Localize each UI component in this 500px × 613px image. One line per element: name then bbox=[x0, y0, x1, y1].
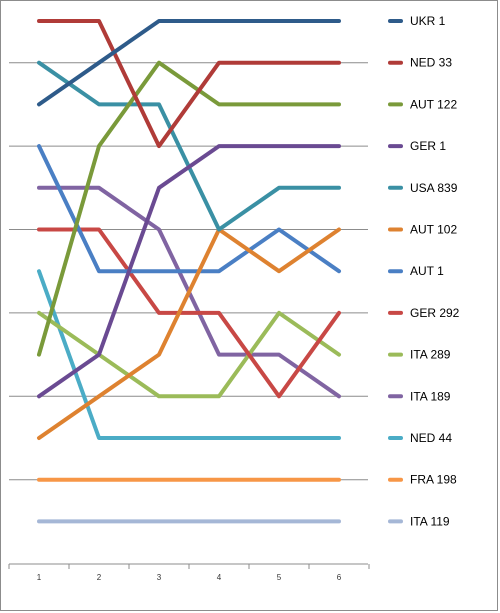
series-line bbox=[37, 144, 341, 274]
series-line bbox=[37, 19, 341, 107]
legend-label: AUT 102 bbox=[410, 223, 457, 237]
legend-label: UKR 1 bbox=[410, 14, 446, 28]
series-line bbox=[37, 269, 341, 440]
legend-label: AUT 122 bbox=[410, 97, 457, 111]
x-tick-label: 5 bbox=[277, 573, 282, 582]
legend-label: ITA 189 bbox=[410, 389, 451, 403]
x-tick-label: 2 bbox=[97, 573, 102, 582]
series-lines bbox=[37, 19, 341, 524]
legend-label: AUT 1 bbox=[410, 264, 444, 278]
x-tick-label: 3 bbox=[157, 573, 162, 582]
legend-label: FRA 198 bbox=[410, 473, 457, 487]
legend-label: NED 44 bbox=[410, 431, 452, 445]
x-tick-label: 1 bbox=[37, 573, 42, 582]
series-line bbox=[37, 19, 341, 149]
legend-label: ITA 119 bbox=[410, 514, 450, 528]
legend-label: NED 33 bbox=[410, 56, 452, 70]
legend-label: USA 839 bbox=[410, 181, 458, 195]
series-line bbox=[37, 144, 341, 399]
x-tick-label: 6 bbox=[337, 573, 342, 582]
legend-label: GER 1 bbox=[410, 139, 446, 153]
x-axis: 1 2 3 4 5 6 bbox=[8, 563, 370, 582]
legend-label: ITA 289 bbox=[410, 348, 451, 362]
legend-label: GER 292 bbox=[410, 306, 460, 320]
x-tick-label: 4 bbox=[217, 573, 222, 582]
series-line bbox=[37, 310, 341, 399]
series-line bbox=[37, 60, 341, 357]
series-line bbox=[37, 227, 341, 440]
legend: UKR 1 NED 33 AUT 122 GER 1 USA 839 AUT 102 AUT… bbox=[388, 14, 460, 528]
series-line bbox=[37, 227, 341, 399]
